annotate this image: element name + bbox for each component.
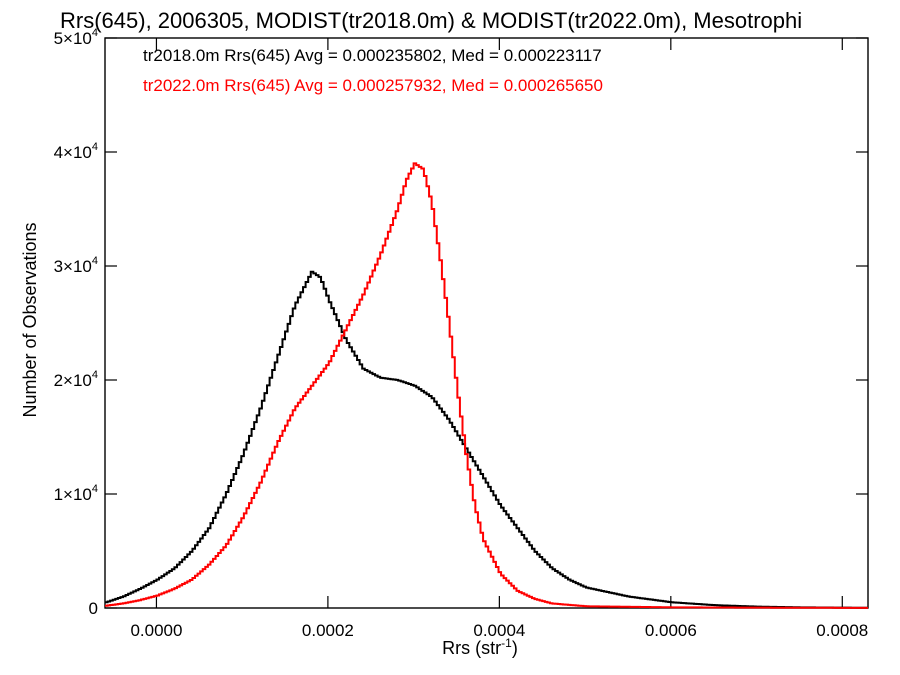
y-tick-label-base: 1×10 (54, 485, 92, 504)
y-tick-label-base: 4×10 (54, 143, 92, 162)
y-tick-label: 5×104 (54, 27, 98, 48)
y-tick-label-base: 2×10 (54, 371, 92, 390)
legend-series-1: tr2018.0m Rrs(645) Avg = 0.000235802, Me… (143, 46, 602, 65)
x-axis-label-superscript: -1 (501, 636, 512, 650)
plot-frame (104, 37, 869, 609)
x-tick-label: 0.0006 (645, 621, 697, 640)
y-tick-label-exponent: 4 (92, 255, 98, 267)
y-tick-label-exponent: 4 (92, 141, 98, 153)
y-tick-label: 2×104 (54, 369, 98, 390)
chart-title: Rrs(645), 2006305, MODIST(tr2018.0m) & M… (60, 8, 802, 33)
x-tick-label: 0.0000 (130, 621, 182, 640)
series-line-2 (105, 162, 868, 609)
series-line-1 (105, 270, 868, 609)
y-tick-label: 3×104 (54, 255, 98, 276)
y-tick-label-base: 3×10 (54, 257, 92, 276)
y-tick-label: 0 (89, 599, 98, 618)
y-tick-label-exponent: 4 (92, 483, 98, 495)
x-axis: 0.0000 0.0002 0.0004 0.0006 0.0008 (130, 38, 868, 640)
y-tick-label-base: 5×10 (54, 29, 92, 48)
x-tick-label: 0.0008 (816, 621, 868, 640)
y-tick-label-exponent: 4 (92, 27, 98, 39)
x-axis-label-tail: ) (512, 638, 518, 658)
legend-series-2: tr2022.0m Rrs(645) Avg = 0.000257932, Me… (143, 76, 603, 95)
x-axis-label: Rrs (str-1) (442, 636, 518, 658)
x-axis-label-main: Rrs (str (442, 638, 501, 658)
y-tick-label-exponent: 4 (92, 369, 98, 381)
x-tick-label: 0.0004 (473, 621, 525, 640)
y-axis-label: Number of Observations (20, 222, 40, 417)
y-tick-label: 1×104 (54, 483, 98, 504)
y-tick-label-base: 0 (89, 599, 98, 618)
series-layer (105, 162, 868, 609)
x-tick-label: 0.0002 (302, 621, 354, 640)
y-tick-label: 4×104 (54, 141, 98, 162)
